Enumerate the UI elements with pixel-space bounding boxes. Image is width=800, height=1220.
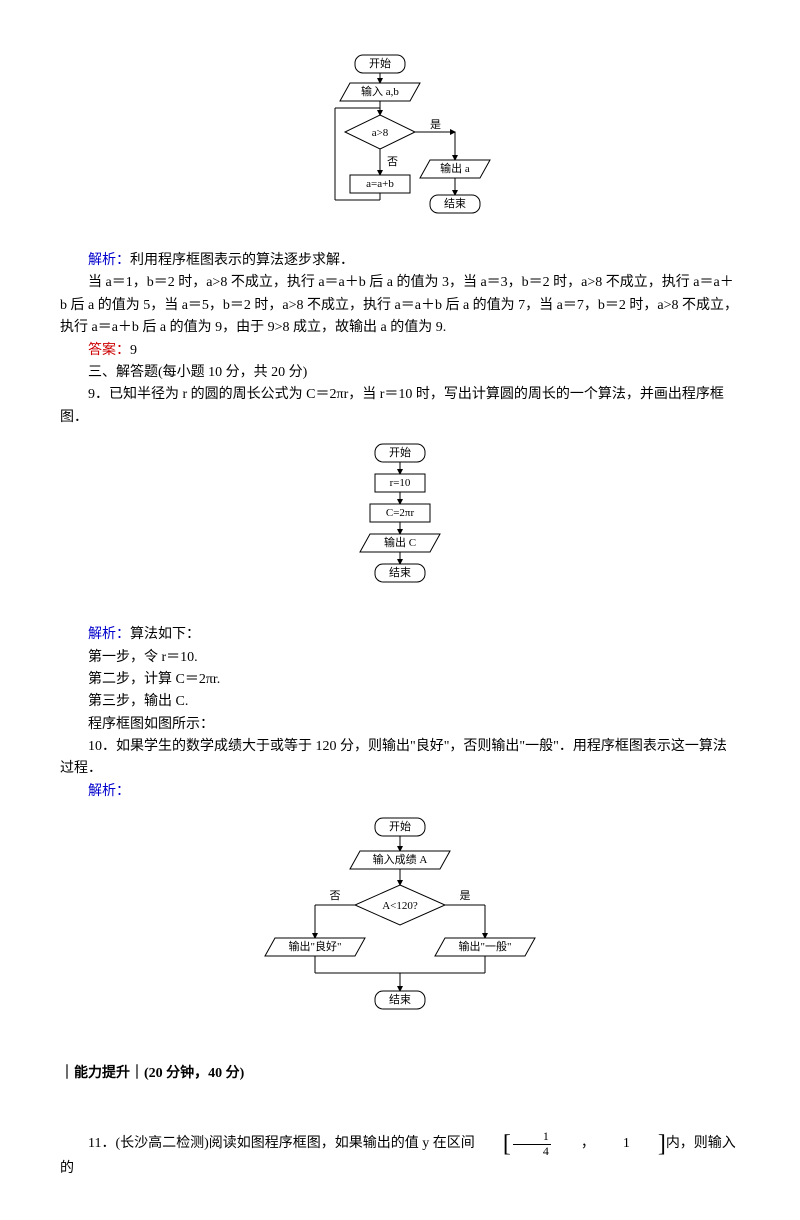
fc3-end: 结束 xyxy=(389,993,411,1006)
answer-1-label: 答案： xyxy=(88,343,130,358)
flowchart-2: 开始 r=10 C=2πr 输出 C 结束 xyxy=(60,439,740,614)
fc1-output: 输出 a xyxy=(440,161,470,175)
fc1-start: 开始 xyxy=(369,56,391,70)
fc2-end: 结束 xyxy=(389,566,411,579)
question-10: 10．如果学生的数学成绩大于或等于 120 分，则输出"良好"，否则输出"一般"… xyxy=(60,736,740,781)
flowchart-2-svg: 开始 r=10 C=2πr 输出 C 结束 xyxy=(340,439,460,614)
analysis-2-note: 程序框图如图所示： xyxy=(60,714,740,736)
fc1-end: 结束 xyxy=(444,197,466,210)
fc1-assign: a=a+b xyxy=(366,178,394,190)
q11-pre: 11．(长沙高二检测)阅读如图程序框图，如果输出的值 y 在区间 xyxy=(88,1136,475,1151)
fc3-start: 开始 xyxy=(389,819,411,833)
fc1-cond: a>8 xyxy=(372,127,389,139)
analysis-2: 解析：算法如下： xyxy=(60,624,740,646)
fc1-no: 否 xyxy=(387,156,398,168)
analysis-1: 解析：利用程序框图表示的算法逐步求解． xyxy=(60,250,740,272)
fc1-input: 输入 a,b xyxy=(361,84,399,98)
analysis-2-text: 算法如下： xyxy=(130,627,200,642)
answer-1: 答案：9 xyxy=(60,340,740,362)
flowchart-1: 开始 输入 a,b a>8 是 输出 a 结束 否 a=a+b xyxy=(60,50,740,240)
question-9: 9．已知半径为 r 的圆的周长公式为 C＝2πr，当 r＝10 时，写出计算圆的… xyxy=(60,384,740,429)
fc3-cond: A<120? xyxy=(382,900,418,912)
analysis-2-step2: 第二步，计算 C＝2πr. xyxy=(60,669,740,691)
analysis-1-label: 解析： xyxy=(88,253,130,268)
ability-section: ｜能力提升｜(20 分钟，40 分) xyxy=(60,1063,740,1085)
fc1-yes: 是 xyxy=(430,118,441,131)
fc2-step2: C=2πr xyxy=(386,507,415,519)
analysis-2-step3: 第三步，输出 C. xyxy=(60,691,740,713)
left-bracket: [ xyxy=(475,1132,511,1156)
analysis-1-line2: 当 a＝1，b＝2 时，a>8 不成立，执行 a＝a＋b 后 a 的值为 3，当… xyxy=(60,272,740,339)
fc3-out1: 输出"良好" xyxy=(289,939,342,953)
frac-num: 1 xyxy=(513,1130,551,1144)
fc2-start: 开始 xyxy=(389,445,411,459)
flowchart-3-svg: 开始 输入成绩 A A<120? 否 是 输出"良好" 输出"一般" 结束 xyxy=(260,813,540,1033)
analysis-3: 解析： xyxy=(60,781,740,803)
fc2-output: 输出 C xyxy=(384,535,416,549)
fraction: 14 xyxy=(513,1130,551,1157)
right-bracket: ] xyxy=(630,1132,666,1156)
flowchart-1-svg: 开始 输入 a,b a>8 是 输出 a 结束 否 a=a+b xyxy=(295,50,505,240)
answer-1-value: 9 xyxy=(130,343,137,358)
frac-den: 4 xyxy=(513,1145,551,1158)
fc3-yes: 是 xyxy=(460,889,471,902)
fc3-input: 输入成绩 A xyxy=(373,852,428,866)
fc3-out2: 输出"一般" xyxy=(459,939,512,953)
question-11: 11．(长沙高二检测)阅读如图程序框图，如果输出的值 y 在区间[14，1]内，… xyxy=(60,1130,740,1180)
interval-sep: ， xyxy=(553,1133,595,1155)
fc2-step1: r=10 xyxy=(390,477,411,489)
analysis-2-step1: 第一步，令 r＝10. xyxy=(60,647,740,669)
interval-end: 1 xyxy=(595,1133,630,1155)
analysis-2-label: 解析： xyxy=(88,627,130,642)
section-3-title: 三、解答题(每小题 10 分，共 20 分) xyxy=(60,362,740,384)
flowchart-3: 开始 输入成绩 A A<120? 否 是 输出"良好" 输出"一般" 结束 xyxy=(60,813,740,1033)
analysis-1-text: 利用程序框图表示的算法逐步求解． xyxy=(130,253,354,268)
analysis-3-label: 解析： xyxy=(88,784,130,799)
fc3-no: 否 xyxy=(330,890,341,902)
interval-bracket: [14，1] xyxy=(475,1130,666,1157)
